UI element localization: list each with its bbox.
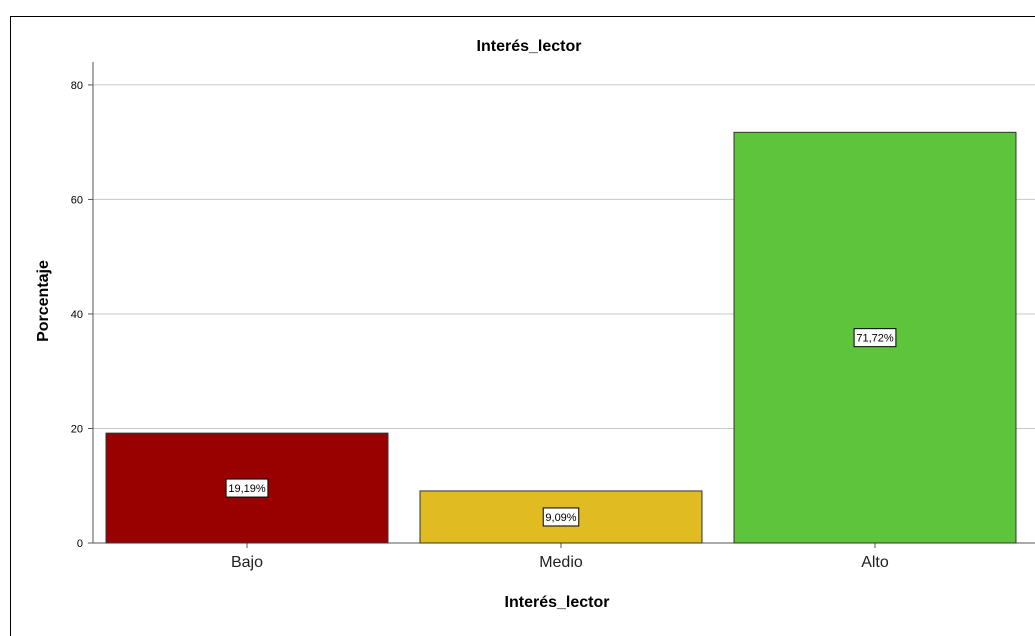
y-tick-label: 0 [77, 538, 83, 550]
bar-chart: Interés_lector Interés_lector Porcentaje… [35, 38, 1035, 611]
x-tick-label: Bajo [231, 554, 263, 571]
y-axis-label: Porcentaje [35, 260, 52, 342]
y-tick-label: 80 [71, 80, 83, 92]
x-axis-label: Interés_lector [505, 594, 610, 611]
data-label-box [853, 328, 897, 348]
data-label: 9,09% [545, 512, 576, 524]
x-tick-label: Medio [539, 554, 583, 571]
y-tick-label: 40 [71, 309, 83, 321]
y-tick-label: 60 [71, 194, 83, 206]
data-label-box [542, 507, 580, 527]
chart-title: Interés_lector [477, 38, 582, 55]
chart-frame [10, 16, 1035, 636]
data-labels: 19,19% 9,09% 71,72% [225, 328, 897, 527]
y-tick-label: 20 [71, 423, 83, 435]
data-label: 71,72% [856, 333, 894, 345]
data-label-box [225, 478, 269, 498]
data-label: 19,19% [228, 483, 266, 495]
x-tick-label: Alto [861, 554, 889, 571]
